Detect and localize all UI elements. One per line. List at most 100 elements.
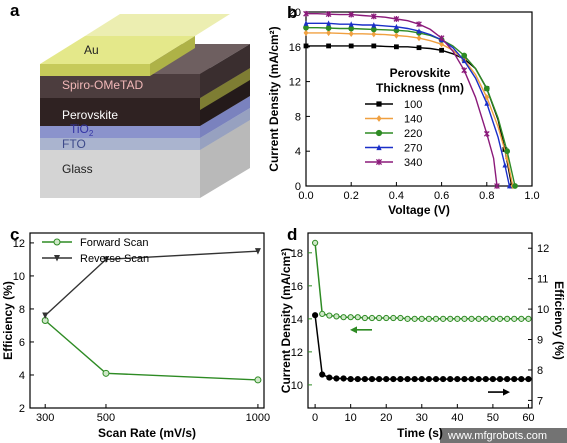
legend-label-140: 140 bbox=[404, 114, 422, 126]
y-right-tick-label: 9 bbox=[537, 335, 543, 347]
x-tick-label: 0.4 bbox=[389, 190, 404, 202]
data-point-220 bbox=[303, 24, 309, 31]
legend-marker-140 bbox=[376, 115, 382, 122]
legend-label-340: 340 bbox=[404, 157, 422, 169]
data-point-220 bbox=[325, 25, 332, 31]
x-tick-label: 20 bbox=[380, 412, 392, 424]
x-tick-label: 1.0 bbox=[524, 190, 539, 202]
data-point-100 bbox=[416, 45, 422, 51]
data-point-Current Density bbox=[319, 310, 326, 317]
data-point-Current Density bbox=[489, 315, 496, 322]
data-point-270 bbox=[484, 100, 490, 106]
x-tick-label: 0.2 bbox=[344, 190, 359, 202]
y-right-tick-label: 11 bbox=[537, 274, 548, 286]
y-left-tick-label: 12 bbox=[291, 347, 303, 359]
x-axis-title: Scan Rate (mV/s) bbox=[98, 426, 196, 440]
data-point-340 bbox=[393, 16, 400, 22]
y-tick-label: 8 bbox=[19, 304, 25, 316]
data-point-Current Density bbox=[440, 315, 447, 322]
data-point-Current Density bbox=[354, 314, 361, 321]
data-point-Efficiency bbox=[489, 375, 496, 383]
data-point-Current Density bbox=[312, 239, 319, 247]
data-point-140 bbox=[439, 40, 444, 48]
x-tick-label: 50 bbox=[487, 412, 499, 424]
data-point-340 bbox=[303, 10, 309, 17]
data-point-270 bbox=[348, 21, 354, 27]
data-point-Current Density bbox=[411, 315, 418, 322]
data-point-Efficiency bbox=[333, 375, 340, 382]
data-point-Current Density bbox=[397, 314, 404, 322]
data-point-Forward Scan bbox=[102, 369, 110, 377]
data-point-140 bbox=[416, 34, 422, 42]
x-tick-label: 40 bbox=[451, 412, 463, 424]
series-line-220 bbox=[306, 27, 516, 187]
data-point-Efficiency bbox=[482, 375, 489, 383]
data-point-Current Density bbox=[368, 314, 376, 322]
data-point-Efficiency bbox=[411, 375, 418, 383]
data-point-Current Density bbox=[518, 315, 525, 322]
data-point-Current Density bbox=[425, 315, 432, 322]
y-right-tick-label: 10 bbox=[537, 304, 549, 316]
data-point-Efficiency bbox=[461, 375, 468, 383]
data-point-270 bbox=[326, 20, 331, 26]
data-point-220 bbox=[483, 85, 490, 92]
data-point-Current Density bbox=[326, 312, 333, 319]
series-line-Reverse Scan bbox=[44, 250, 258, 317]
y-tick-label: 10 bbox=[13, 271, 25, 283]
x-tick-label: 300 bbox=[36, 412, 54, 424]
data-point-140 bbox=[303, 29, 309, 37]
y-left-tick-label: 16 bbox=[291, 281, 303, 293]
series-line-Efficiency bbox=[314, 315, 529, 380]
au-electrode bbox=[40, 14, 230, 76]
y-left-tick-label: 10 bbox=[291, 380, 303, 392]
data-point-Current Density bbox=[390, 314, 397, 322]
data-point-340 bbox=[370, 13, 377, 20]
data-point-Efficiency bbox=[511, 375, 518, 383]
data-point-100 bbox=[439, 47, 444, 53]
y-right-tick-label: 7 bbox=[537, 395, 543, 407]
y-tick-label: 20 bbox=[289, 7, 301, 19]
data-point-Efficiency bbox=[397, 375, 404, 383]
layer-label-glass: Glass bbox=[62, 162, 93, 176]
data-point-Current Density bbox=[432, 315, 440, 322]
data-point-Current Density bbox=[404, 315, 411, 322]
data-point-270 bbox=[502, 162, 508, 168]
x-tick-label: 0.8 bbox=[479, 190, 494, 202]
data-point-140 bbox=[394, 32, 399, 39]
layer-label-spiro: Spiro-OMeTAD bbox=[62, 78, 143, 92]
data-point-Current Density bbox=[347, 314, 354, 321]
arrow-head-efficiency bbox=[503, 388, 510, 396]
data-point-Efficiency bbox=[425, 375, 432, 383]
y-axis-title: Efficiency (%) bbox=[1, 281, 15, 360]
legend-marker-340 bbox=[375, 158, 383, 166]
data-point-Current Density bbox=[447, 315, 454, 322]
x-axis-title: Voltage (V) bbox=[388, 203, 450, 217]
arrow-head-current-density bbox=[350, 326, 357, 334]
data-point-Efficiency bbox=[432, 375, 440, 383]
y-tick-label: 0 bbox=[295, 181, 301, 193]
panel-c-series bbox=[41, 248, 262, 384]
layer-label-tio2: TiO2 bbox=[70, 122, 94, 138]
panel-c-legend: Forward Scan Reverse Scan bbox=[42, 237, 149, 265]
data-point-340 bbox=[483, 130, 490, 137]
data-point-Current Density bbox=[475, 315, 482, 322]
data-point-270 bbox=[461, 57, 467, 64]
data-point-Efficiency bbox=[368, 375, 376, 383]
data-point-Efficiency bbox=[347, 375, 354, 383]
data-point-Efficiency bbox=[390, 375, 397, 383]
y-right-axis-title: Efficiency (%) bbox=[552, 281, 566, 360]
data-point-100 bbox=[348, 43, 354, 49]
y-left-tick-label: 18 bbox=[291, 248, 303, 260]
data-point-Current Density bbox=[340, 314, 347, 321]
legend-title-line1: Perovskite bbox=[390, 66, 451, 80]
data-point-Current Density bbox=[376, 314, 383, 322]
data-point-140 bbox=[348, 30, 354, 37]
layer-label-perovskite: Perovskite bbox=[62, 108, 118, 122]
data-point-Efficiency bbox=[326, 374, 333, 381]
panel-b: b 0.0 0.2 0.4 0.6 0.8 1.0 0 4 8 12 16 20 Voltage (V)… bbox=[267, 3, 540, 217]
plot-frame bbox=[307, 232, 533, 409]
data-point-100 bbox=[303, 43, 309, 49]
data-point-Forward Scan bbox=[254, 376, 262, 384]
data-point-Efficiency bbox=[447, 375, 454, 383]
